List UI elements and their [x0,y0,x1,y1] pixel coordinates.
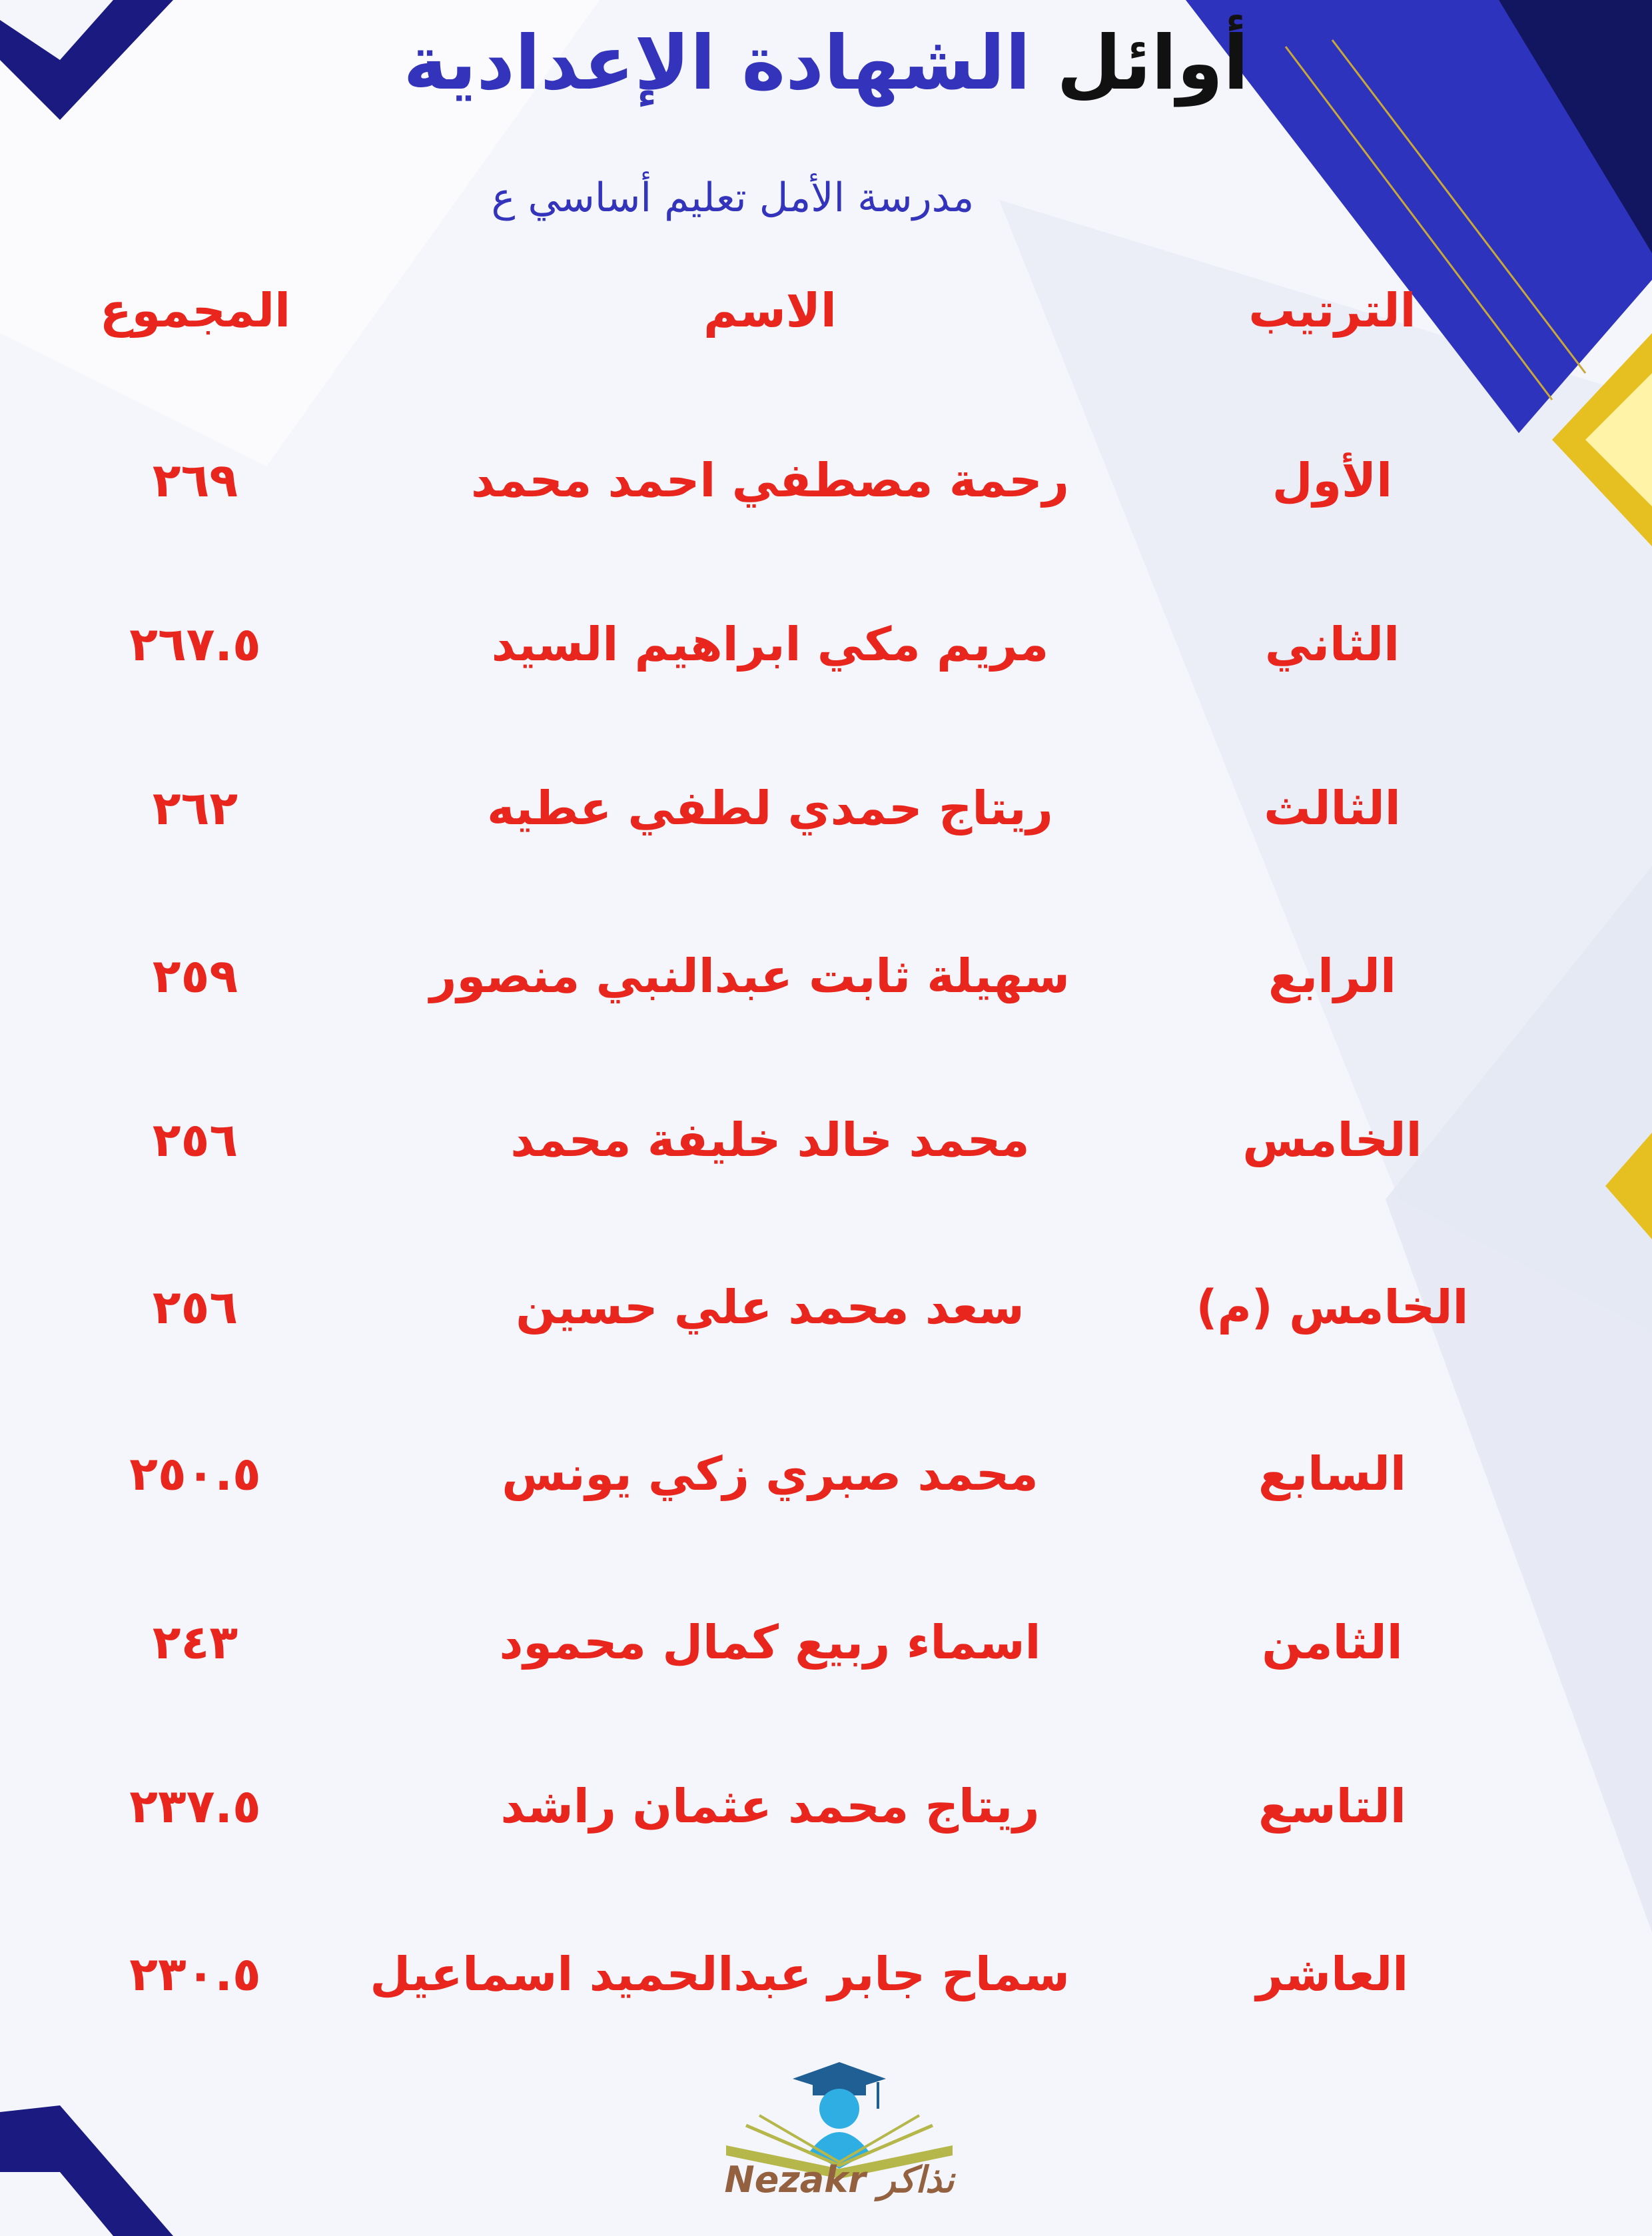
row-9-rank: التاسع [1258,1779,1406,1834]
row-3-rank: الثالث [1264,781,1401,836]
column-header-name: الاسم [703,283,837,338]
row-8-name: اسماء ربيع كمال محمود [499,1615,1041,1670]
row-6-name: سعد محمد علي حسين [516,1280,1025,1335]
column-header-total: المجموع [99,283,291,338]
school-name: مدرسة الأمل تعليم أساسي ع [491,175,975,221]
row-2-rank: الثاني [1264,617,1400,672]
row-1-total: ٢٦٩ [152,453,238,508]
row-3-total: ٢٦٢ [152,781,238,836]
row-1-rank: الأول [1272,453,1393,508]
row-5-total: ٢٥٦ [152,1113,238,1167]
nezakr-logo [726,2062,953,2179]
row-2-total: ٢٦٧.٥ [129,617,261,672]
row-5-name: محمد خالد خليفة محمد [510,1113,1030,1167]
row-10-rank: العاشر [1256,1947,1409,2001]
row-5-rank: الخامس [1242,1113,1422,1167]
row-4-name: سهيلة ثابت عبدالنبي منصور [430,949,1070,1003]
title-part2: الشهادة الإعدادية [403,20,1031,107]
logo-text: Nezakr نذاكر [724,2159,955,2201]
row-7-total: ٢٥٠.٥ [129,1446,261,1501]
row-7-name: محمد صبري زكي يونس [502,1446,1038,1501]
title-part1: أوائل [1056,20,1249,107]
row-6-total: ٢٥٦ [152,1280,238,1335]
row-9-total: ٢٣٧.٥ [129,1779,261,1834]
row-2-name: مريم مكي ابراهيم السيد [491,617,1049,672]
row-3-name: ريتاج حمدي لطفي عطيه [487,781,1053,836]
page-title: أوائل الشهادة الإعدادية [0,20,1652,107]
row-10-name: سماح جابر عبدالحميد اسماعيل [370,1947,1070,2001]
row-1-name: رحمة مصطفي احمد محمد [471,453,1069,508]
row-8-rank: الثامن [1262,1615,1403,1670]
row-4-total: ٢٥٩ [152,949,238,1003]
column-header-rank: الترتيب [1248,283,1416,338]
row-10-total: ٢٣٠.٥ [129,1947,261,2001]
row-9-name: ريتاج محمد عثمان راشد [500,1779,1040,1834]
row-4-rank: الرابع [1268,949,1396,1003]
row-8-total: ٢٤٣ [152,1615,238,1670]
row-6-rank: الخامس (م) [1196,1280,1469,1335]
row-7-rank: السابع [1258,1446,1406,1501]
